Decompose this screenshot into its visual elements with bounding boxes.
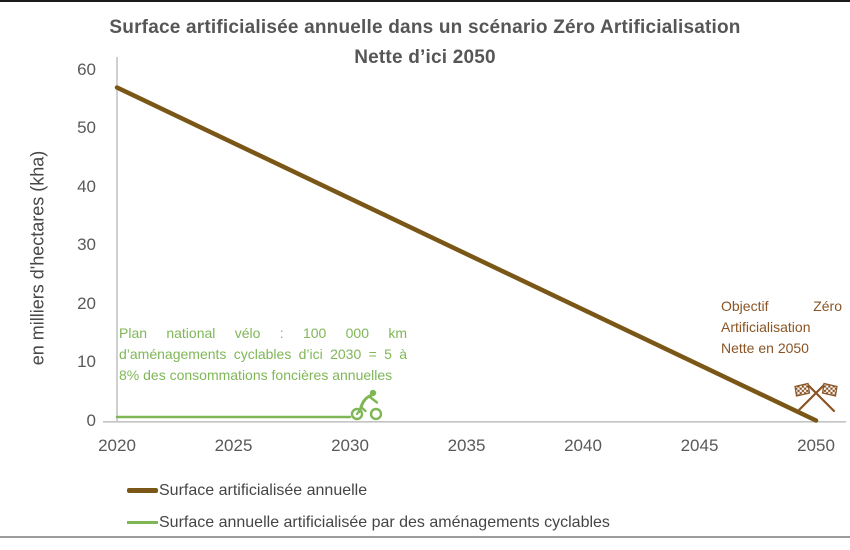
legend: Surface artificialisée annuelle Surface … (127, 480, 610, 544)
x-tick-label: 2050 (797, 436, 835, 455)
legend-line-swatch-green (127, 521, 158, 524)
cyclist-icon (350, 389, 383, 421)
y-tick-label: 50 (77, 118, 96, 138)
bottom-border (0, 536, 850, 538)
legend-label: Surface annuelle artificialisée par des … (159, 513, 610, 531)
checkered-flags-icon (794, 382, 838, 413)
x-tick-label: 2035 (447, 436, 486, 455)
legend-line-swatch-brown (127, 488, 158, 493)
y-tick-label: 20 (77, 293, 96, 313)
legend-item-amenagements-cyclables: Surface annuelle artificialisée par des … (127, 512, 610, 533)
x-tick-label: 2040 (564, 436, 602, 455)
annotation-plan-national-velo: Plan national vélo : 100 000 km d’aménag… (119, 325, 407, 383)
y-tick-label: 10 (77, 352, 96, 372)
x-tick-label: 2030 (331, 436, 369, 455)
series-line-0 (114, 85, 819, 423)
y-tick-label: 60 (77, 60, 96, 79)
y-tick-label: 0 (86, 410, 96, 430)
x-tick-label: 2025 (214, 436, 253, 455)
top-border (0, 0, 850, 2)
legend-label: Surface artificialisée annuelle (159, 481, 368, 499)
chart-title: Surface artificialisée annuelle dans un … (109, 17, 741, 68)
x-tick-label: 2020 (98, 436, 136, 455)
annotation-objectif-zan: Objectif Zéro Artificialisation Nette en… (721, 298, 842, 356)
y-tick-label: 40 (77, 176, 96, 196)
y-tick-label: 30 (77, 235, 96, 255)
x-tick-label: 2045 (680, 436, 719, 455)
legend-item-surface-artificialisee: Surface artificialisée annuelle (127, 480, 610, 501)
